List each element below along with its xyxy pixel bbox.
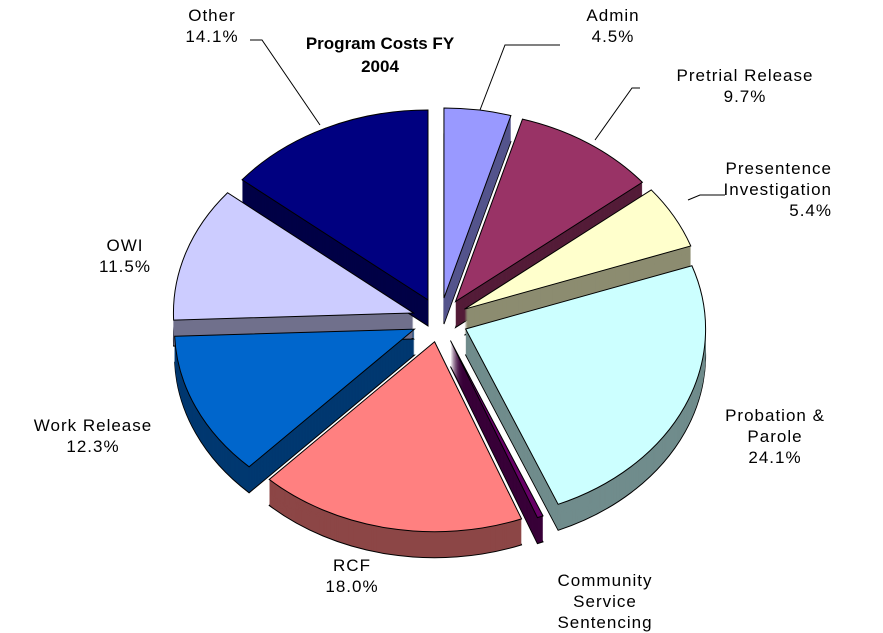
chart-title: Program Costs FY 2004 bbox=[305, 34, 455, 76]
slice bbox=[172, 192, 416, 321]
value-label: 18.0% bbox=[325, 577, 379, 596]
slice bbox=[450, 340, 544, 519]
value-label: 5.4% bbox=[789, 201, 832, 220]
slice-label: Other 14.1% bbox=[152, 5, 272, 47]
category-label: Community Service Sentencing bbox=[557, 571, 653, 632]
slice bbox=[268, 340, 523, 533]
slice-label: RCF 18.0% bbox=[302, 555, 402, 597]
slice bbox=[454, 118, 644, 303]
leader-lines bbox=[250, 39, 725, 201]
slice bbox=[464, 265, 707, 505]
chart bbox=[172, 39, 725, 559]
slice bbox=[443, 107, 512, 299]
value-label: 14.1% bbox=[185, 27, 239, 46]
slice bbox=[241, 109, 429, 301]
category-label: Other bbox=[188, 6, 236, 25]
leader-line bbox=[594, 87, 640, 141]
category-label: Admin bbox=[586, 6, 640, 25]
category-label: Pretrial Release bbox=[676, 66, 814, 85]
value-label: 24.1% bbox=[748, 448, 802, 467]
slice bbox=[174, 328, 416, 468]
slice-label: Probation & Parole 24.1% bbox=[700, 405, 850, 468]
category-label: Probation & Parole bbox=[725, 406, 825, 446]
category-label: Work Release bbox=[33, 416, 153, 435]
value-label: 4.5% bbox=[591, 27, 635, 46]
leader-line bbox=[250, 39, 321, 126]
slice-label: Admin 4.5% bbox=[553, 5, 673, 47]
page: Program Costs FY 2004 (() => { const dat… bbox=[3, 5, 850, 632]
leader-line bbox=[479, 44, 560, 111]
value-label: 12.3% bbox=[66, 437, 120, 456]
category-label: Presentence Investigation bbox=[723, 159, 832, 199]
value-label: 9.7% bbox=[723, 87, 767, 106]
value-label: 11.5% bbox=[99, 257, 151, 276]
slice-label: Work Release 12.3% bbox=[3, 415, 183, 457]
slice-label: OWI 11.5% bbox=[75, 235, 175, 277]
leader-line bbox=[687, 194, 725, 201]
category-label: OWI bbox=[106, 236, 144, 255]
slice-label: Presentence Investigation 5.4% bbox=[712, 158, 832, 221]
slice-label: Pretrial Release 9.7% bbox=[640, 65, 850, 107]
slice bbox=[464, 189, 692, 310]
category-label: RCF bbox=[333, 556, 371, 575]
slice-label: Community Service Sentencing bbox=[535, 570, 675, 633]
